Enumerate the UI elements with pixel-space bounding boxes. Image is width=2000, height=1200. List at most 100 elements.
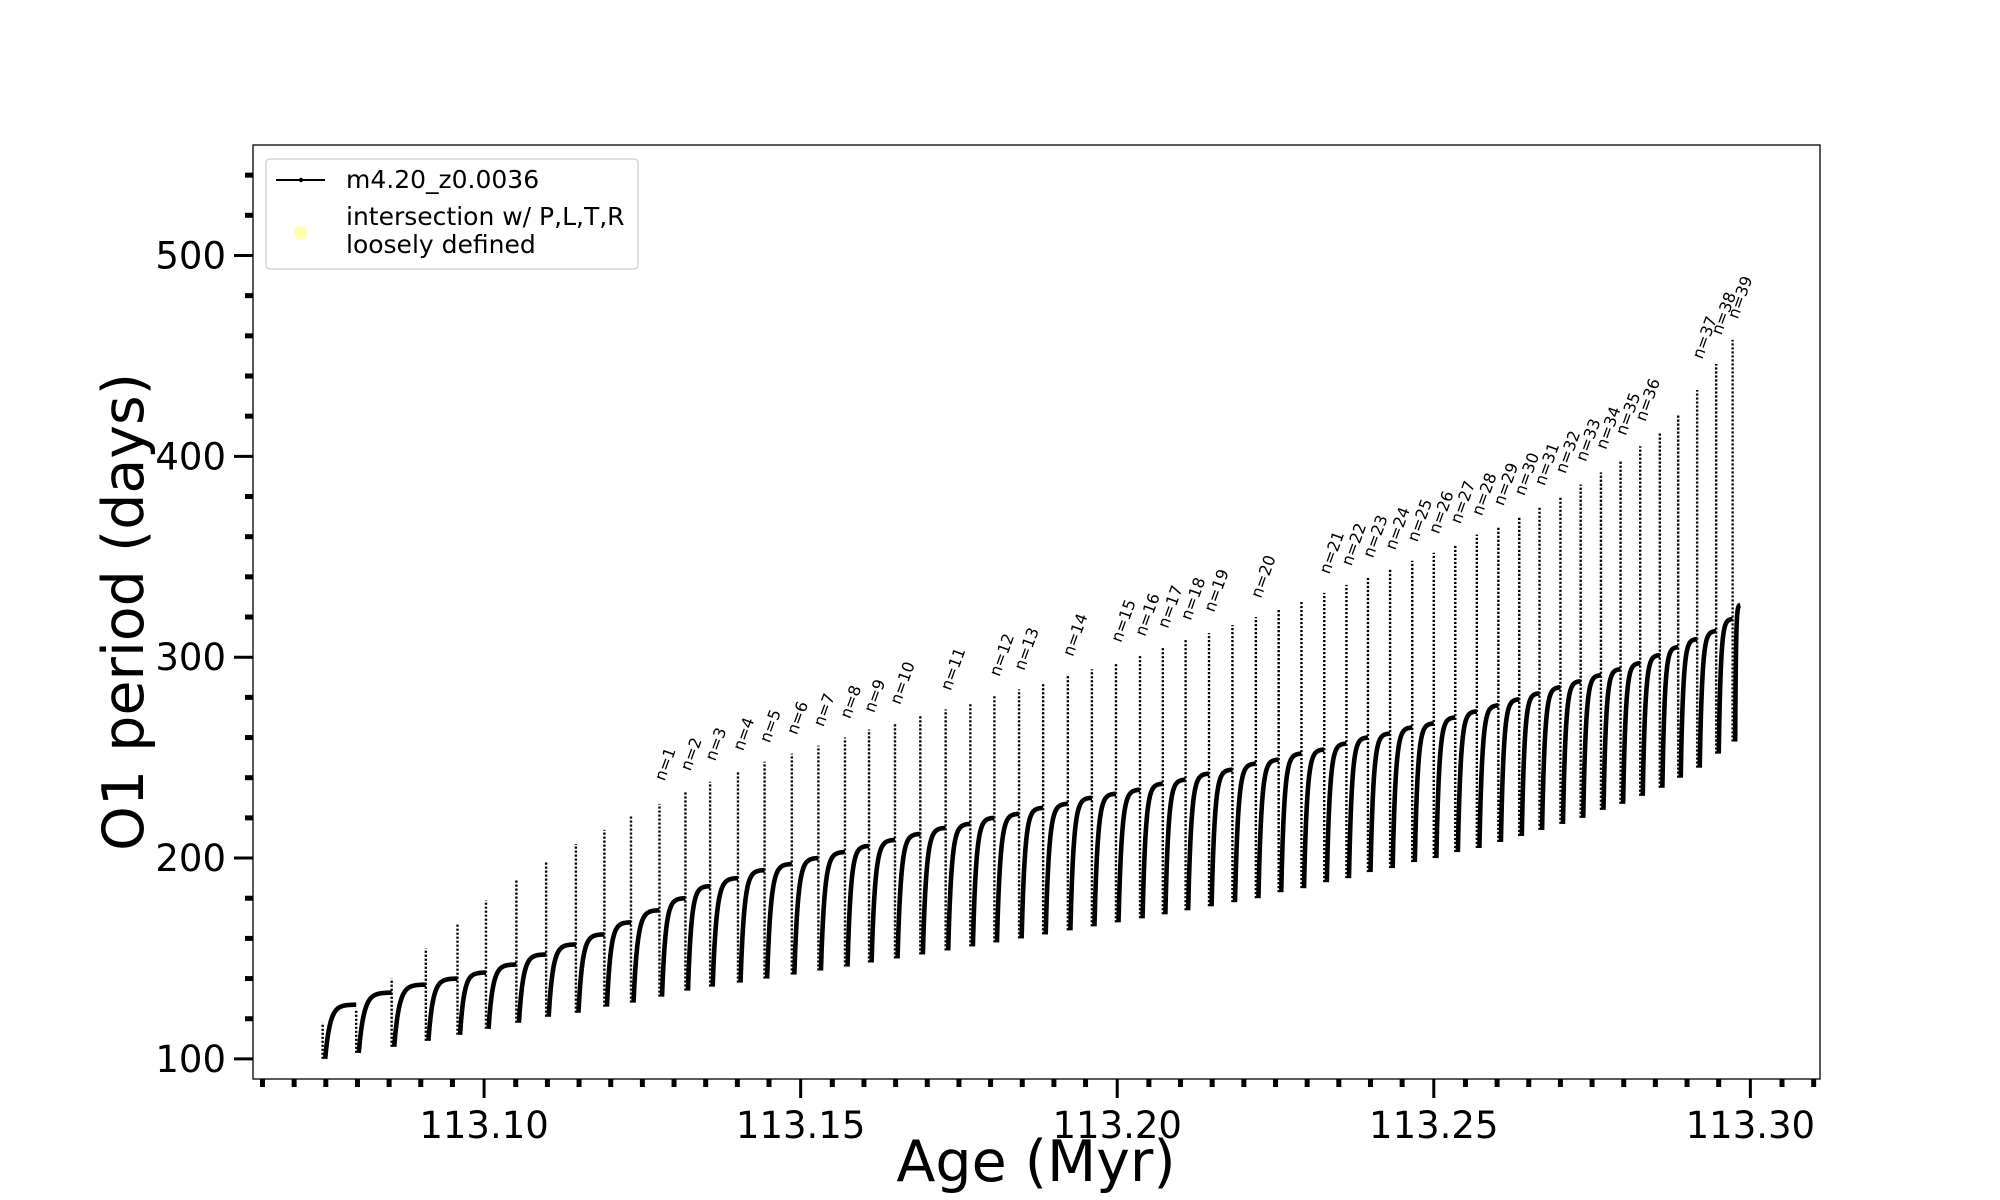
pulse-recovery-arc bbox=[1539, 685, 1563, 830]
pulse-recovery-arc bbox=[1498, 697, 1521, 843]
pulse-recovery-arc bbox=[1412, 721, 1436, 863]
y-tick-label: 500 bbox=[155, 234, 226, 277]
pulse-recovery-arc bbox=[391, 982, 428, 1048]
pulse-recovery-arc bbox=[322, 1002, 358, 1060]
y-axis-title: O1 period (days) bbox=[91, 373, 157, 851]
pulse-recovery-arc bbox=[604, 920, 633, 1007]
pulse-cycle bbox=[1090, 669, 1118, 927]
pulse-recovery-arc bbox=[1256, 757, 1281, 899]
pulse-cycle bbox=[893, 723, 922, 959]
legend-intersection-swatch bbox=[294, 226, 308, 240]
pulse-recovery-arc bbox=[895, 831, 922, 959]
pulse-cycle bbox=[1559, 496, 1583, 824]
pulse-recovery-arc bbox=[685, 883, 712, 991]
pulse-cycle bbox=[684, 791, 712, 991]
pulse-cycle bbox=[1731, 339, 1743, 742]
pulse-recovery-arc bbox=[546, 942, 578, 1017]
pulse-recovery-arc bbox=[631, 907, 661, 1003]
pulse-cycle bbox=[515, 880, 548, 1023]
pulse-cycle bbox=[1207, 633, 1235, 907]
pulse-cycle bbox=[1138, 655, 1165, 919]
pulse-recovery-arc bbox=[764, 861, 794, 979]
pulse-recovery-arc bbox=[920, 825, 948, 955]
pulse-cycle bbox=[1388, 568, 1414, 869]
pulse-recovery-arc bbox=[869, 837, 897, 963]
pulse-recovery-arc bbox=[1209, 767, 1235, 907]
pulse-cycle bbox=[1231, 625, 1258, 903]
cycle-annotation: n=3 bbox=[701, 725, 730, 763]
y-tick-label: 300 bbox=[155, 636, 226, 679]
pulse-recovery-arc bbox=[1716, 616, 1735, 754]
pulse-cycle bbox=[1161, 647, 1188, 915]
pulse-cycle bbox=[1538, 506, 1563, 830]
legend: m4.20_z0.0036 intersection w/ P,L,T,R lo… bbox=[265, 158, 639, 270]
pulse-cycle bbox=[1599, 472, 1623, 810]
pulse-cycle bbox=[1714, 363, 1735, 754]
pulse-cycle bbox=[1114, 663, 1142, 923]
pulse-cycle bbox=[1017, 689, 1045, 939]
cycle-annotation: n=7 bbox=[809, 691, 838, 729]
y-axis-ticks: 100 200 300 400 500 bbox=[155, 172, 253, 1081]
pulse-cycle bbox=[736, 771, 767, 983]
pulse-cycle bbox=[1658, 432, 1680, 788]
pulse-cycle bbox=[1695, 390, 1718, 768]
pulse-cycle bbox=[1066, 675, 1094, 931]
legend-box bbox=[265, 158, 639, 270]
pulse-cycle bbox=[1254, 617, 1281, 899]
pulse-recovery-arc bbox=[1043, 801, 1070, 935]
pulse-recovery-arc bbox=[945, 821, 972, 951]
cycle-annotation: n=10 bbox=[886, 659, 919, 707]
pulse-recovery-arc bbox=[659, 895, 687, 997]
pulse-cycle bbox=[1518, 516, 1542, 837]
pulse-recovery-arc bbox=[1434, 715, 1457, 859]
legend-label-series: m4.20_z0.0036 bbox=[346, 165, 539, 194]
pulse-cycle bbox=[944, 709, 972, 951]
cycle-annotation: n=9 bbox=[860, 677, 889, 715]
pulse-cycle bbox=[1619, 460, 1642, 804]
pulse-recovery-arc bbox=[1092, 791, 1118, 927]
cycle-annotation: n=8 bbox=[836, 683, 865, 721]
pulse-recovery-arc bbox=[356, 990, 393, 1054]
pulse-cycle bbox=[484, 900, 518, 1029]
legend-label-intersection-line2: loosely defined bbox=[346, 230, 536, 259]
pulse-cycle bbox=[658, 803, 687, 997]
plot-data bbox=[321, 339, 1743, 1060]
pulse-recovery-arc bbox=[1697, 628, 1718, 768]
pulse-recovery-arc bbox=[1477, 703, 1500, 849]
pulse-cycle bbox=[1041, 683, 1070, 935]
pulse-cycle bbox=[456, 924, 488, 1035]
cycle-annotation: n=11 bbox=[937, 645, 970, 693]
pulse-recovery-arc bbox=[1324, 741, 1349, 883]
pulse-cycle bbox=[1638, 446, 1662, 796]
x-axis-title: Age (Myr) bbox=[896, 1129, 1175, 1195]
pulse-cycle bbox=[1345, 584, 1370, 879]
pulse-recovery-arc bbox=[710, 875, 740, 987]
pulse-recovery-arc bbox=[1019, 805, 1045, 939]
pulse-cycle bbox=[390, 978, 428, 1048]
x-tick-label: 113.10 bbox=[419, 1104, 548, 1147]
x-axis-ticks: 113.10 113.15 113.20 113.25 113.30 bbox=[260, 1079, 1817, 1147]
pulse-recovery-arc bbox=[738, 867, 767, 983]
cycle-annotation: n=14 bbox=[1059, 611, 1092, 659]
pulse-cycle bbox=[708, 781, 740, 987]
pulse-cycle bbox=[1277, 608, 1304, 893]
pulse-cycle bbox=[843, 737, 871, 967]
pulse-cycle bbox=[544, 862, 578, 1017]
pulse-cycle bbox=[763, 761, 794, 979]
pulse-cycle bbox=[603, 829, 633, 1007]
pulse-cycle bbox=[1454, 544, 1479, 853]
cycle-annotation: n=13 bbox=[1010, 625, 1043, 673]
pulse-cycle bbox=[355, 990, 393, 1054]
pulse-recovery-arc bbox=[1185, 771, 1211, 911]
pulse-recovery-arc bbox=[1455, 709, 1479, 853]
pulse-cycle bbox=[993, 695, 1021, 943]
cycle-annotation: n=1 bbox=[650, 745, 679, 783]
pulse-recovery-arc bbox=[1601, 666, 1623, 810]
pulse-recovery-arc bbox=[1140, 781, 1165, 919]
pulse-cycle bbox=[867, 729, 897, 963]
pulse-recovery-arc bbox=[994, 811, 1021, 943]
pulse-recovery-arc bbox=[1068, 795, 1094, 931]
cycle-annotation: n=6 bbox=[783, 699, 812, 737]
pulse-recovery-arc bbox=[426, 976, 459, 1042]
